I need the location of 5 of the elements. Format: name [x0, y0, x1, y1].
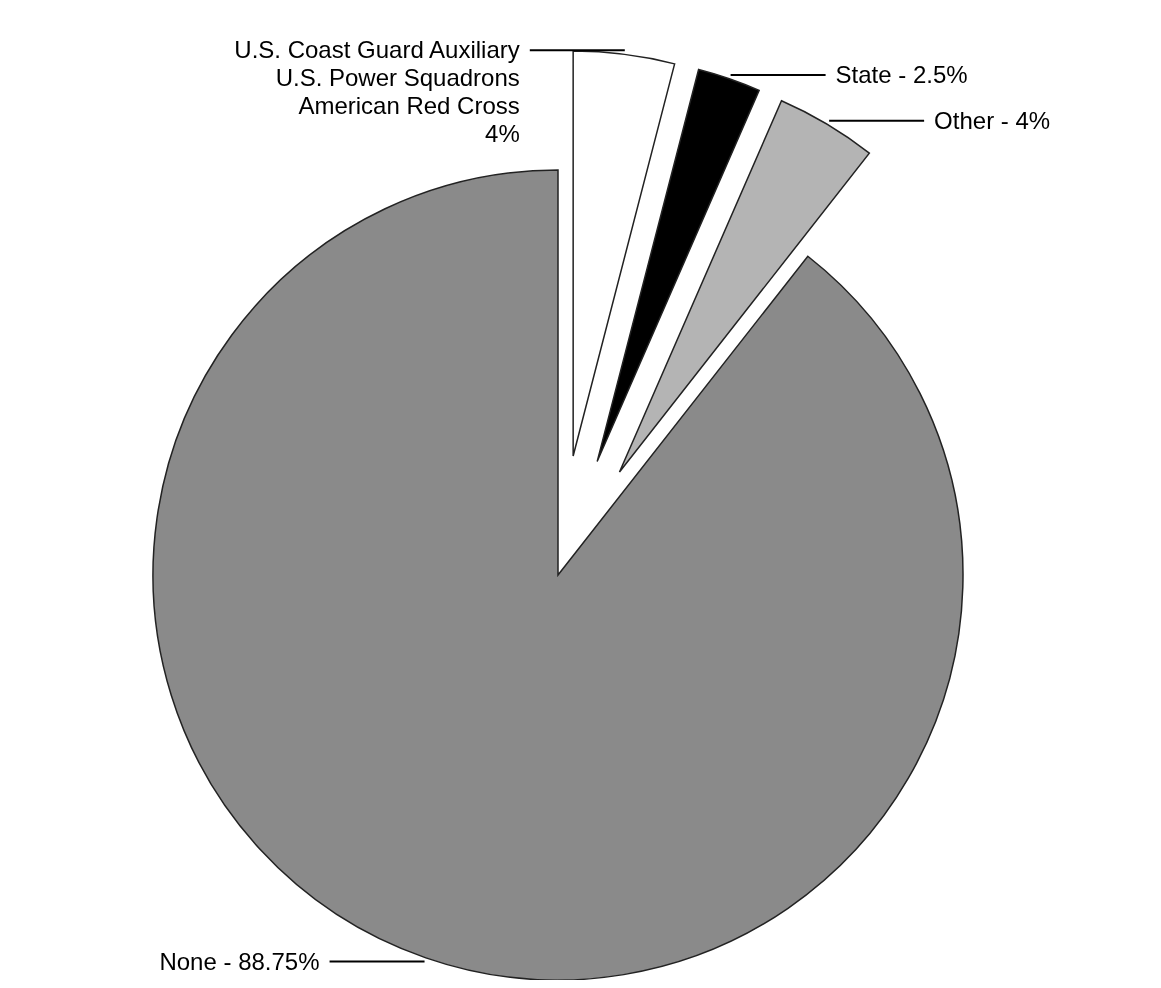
slice-label: None - 88.75% [159, 947, 320, 975]
slice-label: U.S. Coast Guard Auxiliary U.S. Power Squadrons American Red Cross [234, 36, 520, 120]
data-label: 4% [485, 120, 520, 148]
slice-label: Other - 4% [934, 106, 1051, 134]
slice-label: State - 2.5% [835, 60, 968, 88]
